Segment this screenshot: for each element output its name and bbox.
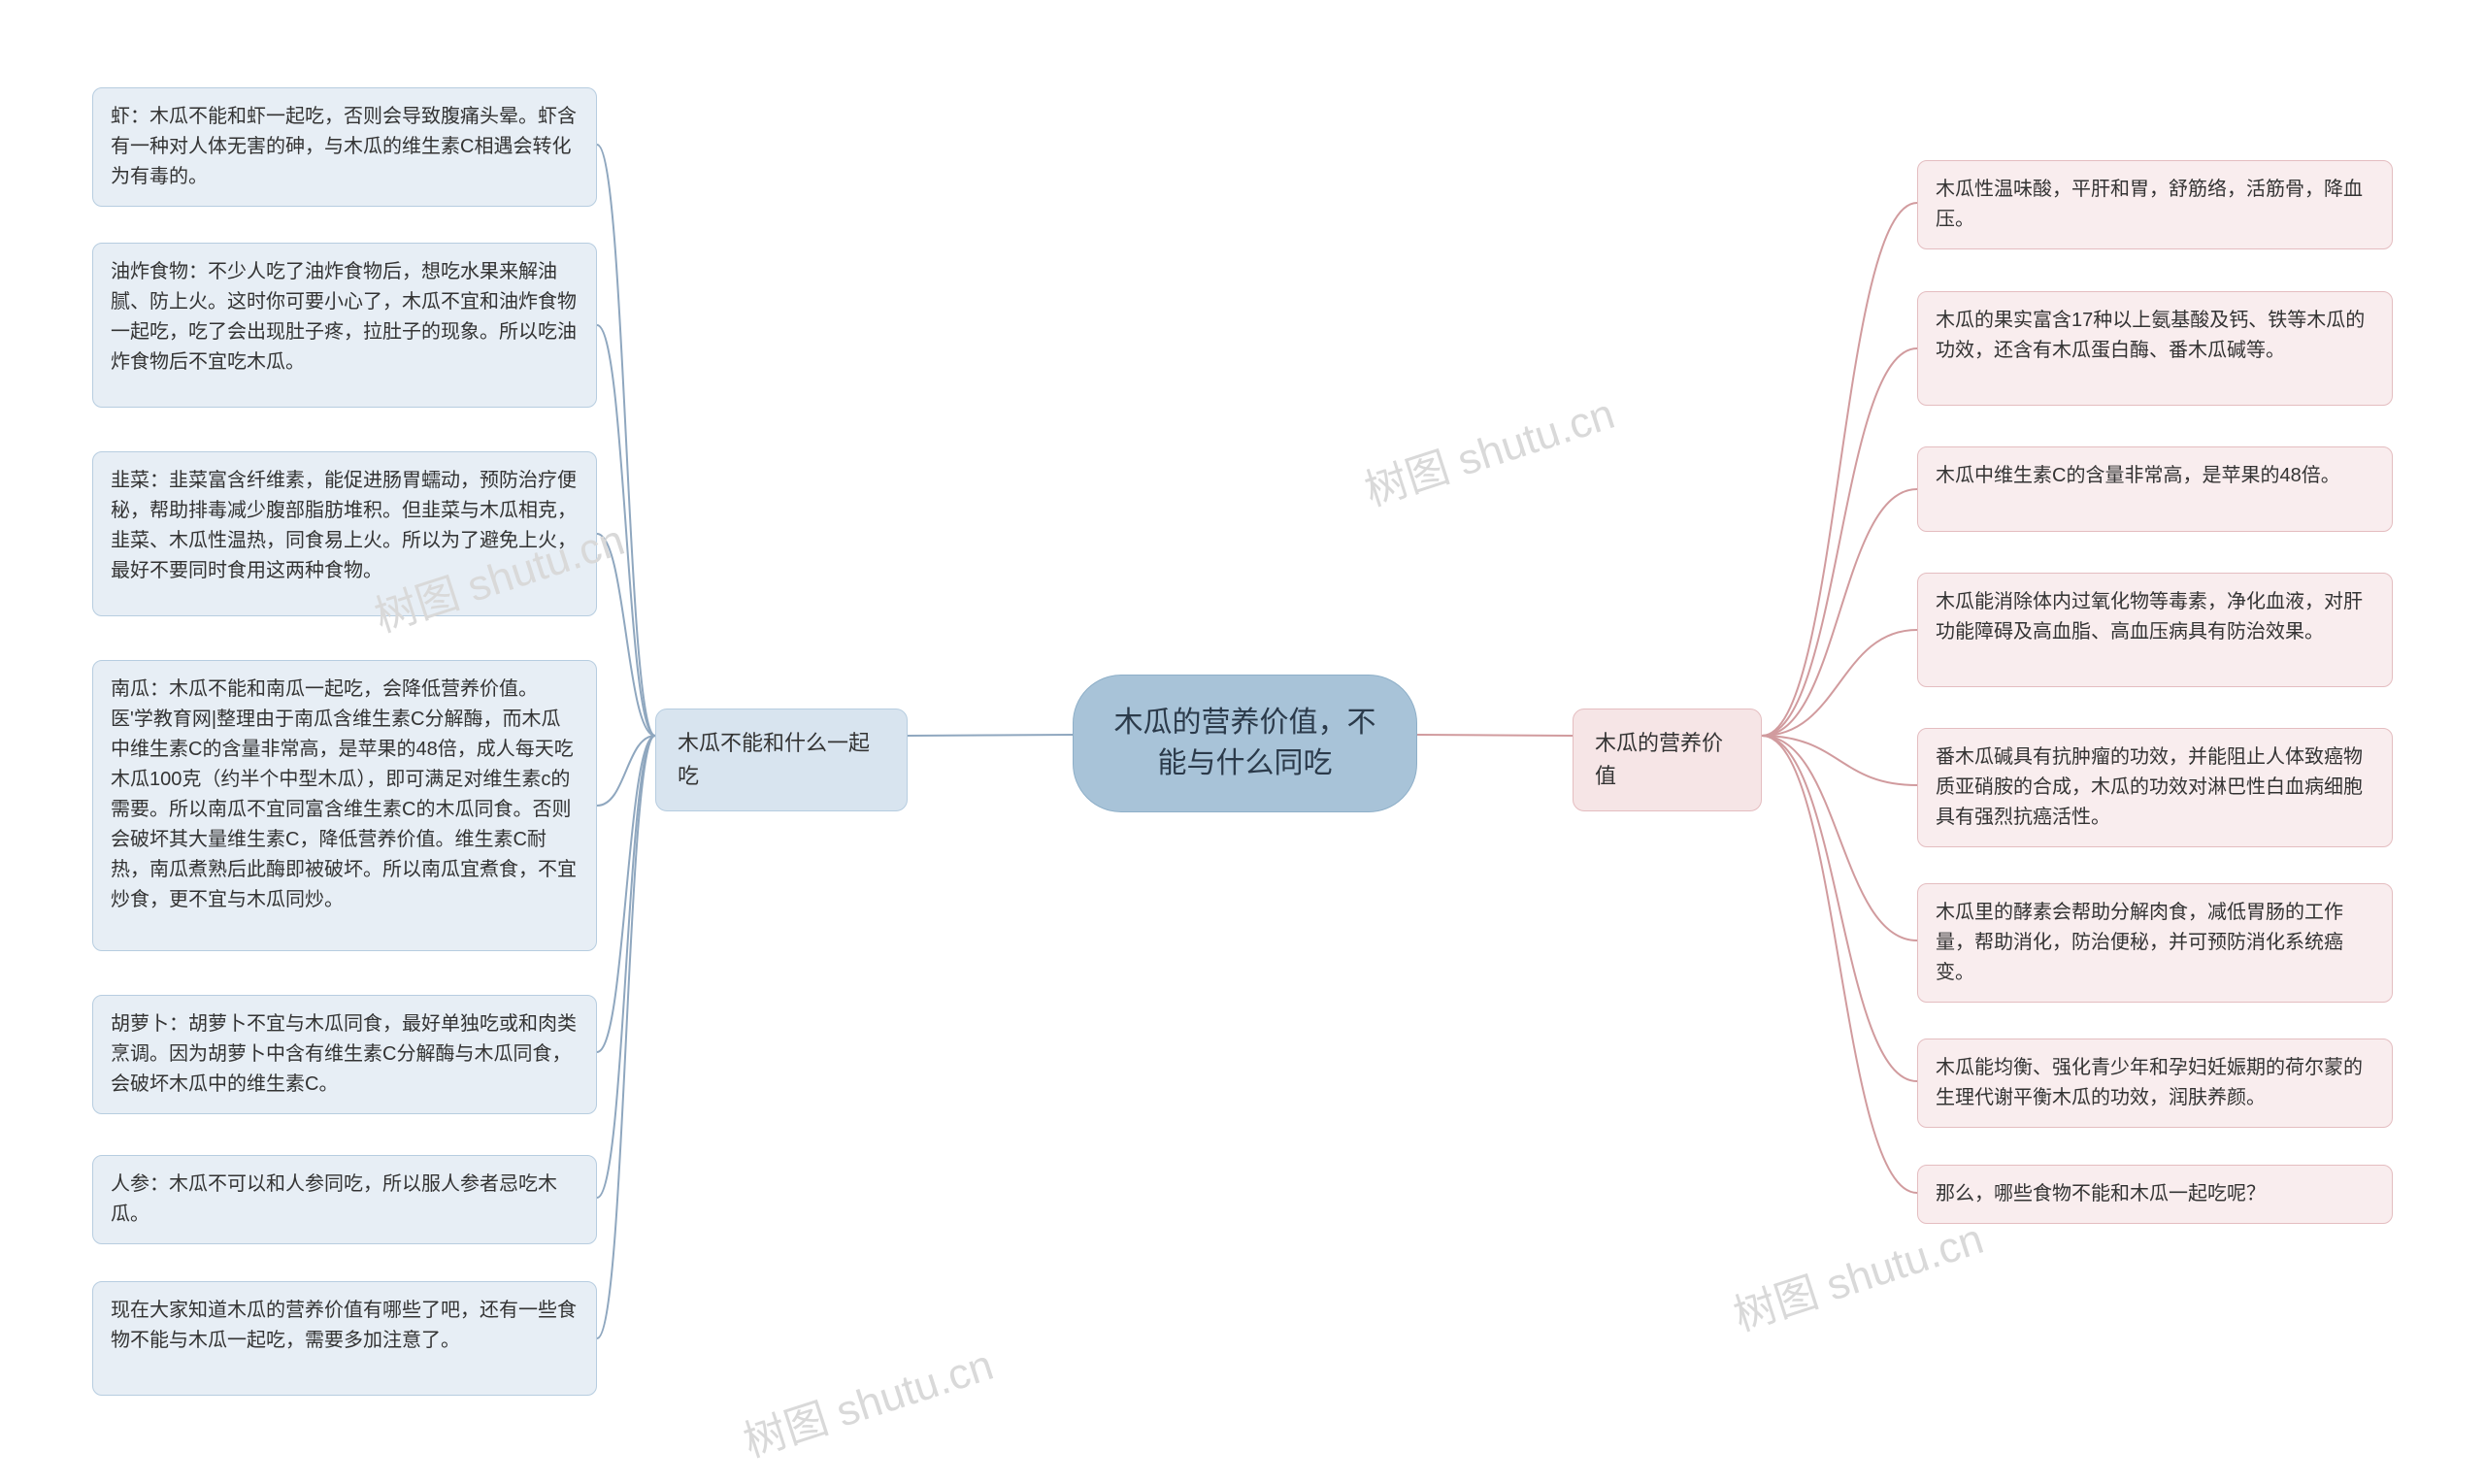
- left-item-2[interactable]: 韭菜：韭菜富含纤维素，能促进肠胃蠕动，预防治疗便秘，帮助排毒减少腹部脂肪堆积。但…: [92, 451, 597, 616]
- watermark-1: 树图 shutu.cn: [1356, 379, 1621, 517]
- watermark-3: 树图 shutu.cn: [1725, 1204, 1990, 1342]
- right-item-4[interactable]: 番木瓜碱具有抗肿瘤的功效，并能阻止人体致癌物质亚硝胺的合成，木瓜的功效对淋巴性白…: [1917, 728, 2393, 847]
- right-item-5[interactable]: 木瓜里的酵素会帮助分解肉食，减低胃肠的工作量，帮助消化，防治便秘，并可预防消化系…: [1917, 883, 2393, 1003]
- right-branch[interactable]: 木瓜的营养价值: [1573, 709, 1762, 811]
- left-item-6[interactable]: 现在大家知道木瓜的营养价值有哪些了吧，还有一些食物不能与木瓜一起吃，需要多加注意…: [92, 1281, 597, 1396]
- left-item-5[interactable]: 人参：木瓜不可以和人参同吃，所以服人参者忌吃木瓜。: [92, 1155, 597, 1244]
- right-item-6[interactable]: 木瓜能均衡、强化青少年和孕妇妊娠期的荷尔蒙的生理代谢平衡木瓜的功效，润肤养颜。: [1917, 1039, 2393, 1128]
- right-item-7[interactable]: 那么，哪些食物不能和木瓜一起吃呢？: [1917, 1165, 2393, 1224]
- left-item-1[interactable]: 油炸食物：不少人吃了油炸食物后，想吃水果来解油腻、防上火。这时你可要小心了，木瓜…: [92, 243, 597, 408]
- left-branch[interactable]: 木瓜不能和什么一起吃: [655, 709, 908, 811]
- left-item-3[interactable]: 南瓜：木瓜不能和南瓜一起吃，会降低营养价值。医'学教育网|整理由于南瓜含维生素C…: [92, 660, 597, 951]
- left-item-0[interactable]: 虾：木瓜不能和虾一起吃，否则会导致腹痛头晕。虾含有一种对人体无害的砷，与木瓜的维…: [92, 87, 597, 207]
- watermark-2: 树图 shutu.cn: [735, 1330, 1000, 1468]
- right-item-0[interactable]: 木瓜性温味酸，平肝和胃，舒筋络，活筋骨，降血压。: [1917, 160, 2393, 249]
- right-item-2[interactable]: 木瓜中维生素C的含量非常高，是苹果的48倍。: [1917, 446, 2393, 532]
- right-item-3[interactable]: 木瓜能消除体内过氧化物等毒素，净化血液，对肝功能障碍及高血脂、高血压病具有防治效…: [1917, 573, 2393, 687]
- mindmap-canvas: 木瓜的营养价值，不能与什么同吃 木瓜不能和什么一起吃 虾：木瓜不能和虾一起吃，否则会…: [0, 0, 2485, 1484]
- center-topic[interactable]: 木瓜的营养价值，不能与什么同吃: [1073, 675, 1417, 812]
- left-item-4[interactable]: 胡萝卜：胡萝卜不宜与木瓜同食，最好单独吃或和肉类烹调。因为胡萝卜中含有维生素C分…: [92, 995, 597, 1114]
- right-item-1[interactable]: 木瓜的果实富含17种以上氨基酸及钙、铁等木瓜的功效，还含有木瓜蛋白酶、番木瓜碱等…: [1917, 291, 2393, 406]
